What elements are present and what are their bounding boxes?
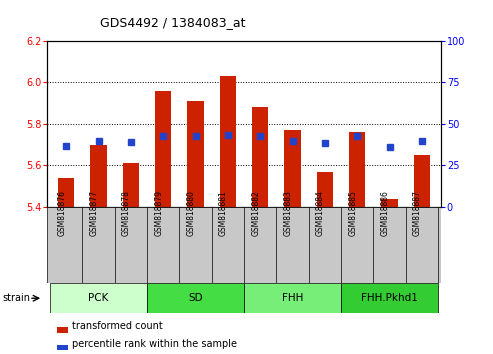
- Bar: [155, 91, 171, 207]
- Text: GSM818884: GSM818884: [316, 190, 325, 236]
- Text: GDS4492 / 1384083_at: GDS4492 / 1384083_at: [100, 16, 246, 29]
- Text: PCK: PCK: [88, 293, 109, 303]
- Text: strain: strain: [2, 293, 31, 303]
- Text: GSM818876: GSM818876: [57, 190, 66, 236]
- Text: GSM818877: GSM818877: [90, 190, 99, 236]
- Text: GSM818885: GSM818885: [348, 190, 357, 236]
- Text: FHH.Pkhd1: FHH.Pkhd1: [361, 293, 418, 303]
- Bar: [341, 283, 438, 313]
- Text: GSM818879: GSM818879: [154, 190, 163, 236]
- Bar: [47, 207, 441, 283]
- Bar: [317, 172, 333, 207]
- Text: SD: SD: [188, 293, 203, 303]
- Bar: [252, 107, 268, 207]
- Text: GSM818882: GSM818882: [251, 190, 260, 236]
- Text: transformed count: transformed count: [72, 321, 163, 331]
- Bar: [147, 283, 244, 313]
- Text: percentile rank within the sample: percentile rank within the sample: [72, 339, 237, 349]
- Bar: [91, 145, 106, 207]
- Text: FHH: FHH: [282, 293, 303, 303]
- Bar: [349, 132, 365, 207]
- Bar: [244, 283, 341, 313]
- Text: GSM818878: GSM818878: [122, 190, 131, 236]
- Bar: [57, 327, 68, 333]
- Text: GSM818886: GSM818886: [381, 190, 389, 236]
- Bar: [187, 101, 204, 207]
- Text: GSM818881: GSM818881: [219, 190, 228, 236]
- Bar: [58, 178, 74, 207]
- Bar: [414, 155, 430, 207]
- Bar: [123, 164, 139, 207]
- Bar: [57, 345, 68, 350]
- Bar: [50, 283, 147, 313]
- Bar: [284, 130, 301, 207]
- Bar: [382, 199, 397, 207]
- Text: GSM818880: GSM818880: [186, 190, 196, 236]
- Text: GSM818883: GSM818883: [283, 190, 292, 236]
- Text: GSM818887: GSM818887: [413, 190, 422, 236]
- Bar: [220, 76, 236, 207]
